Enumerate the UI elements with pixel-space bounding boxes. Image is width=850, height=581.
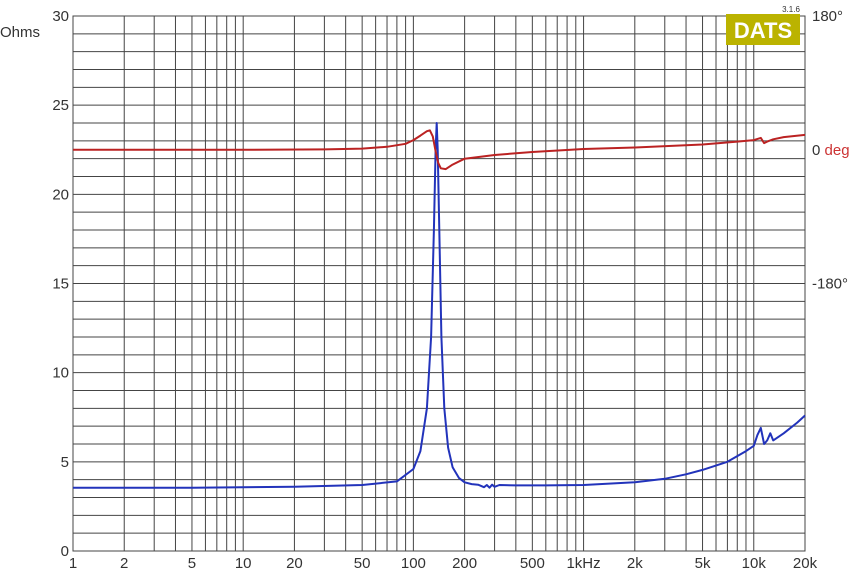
x-tick-label: 1kHz [566,555,600,572]
y-right-tick-label: 180° [812,8,843,25]
y-right-unit-label: deg [820,142,849,159]
y-right-tick-label: -180° [812,276,848,293]
x-tick-label: 100 [401,555,426,572]
y-left-tick-label: 5 [61,454,69,471]
phase-line [73,129,806,171]
x-tick-label: 5k [695,555,711,572]
x-tick-label: 10 [235,555,252,572]
grid [72,15,806,552]
x-tick-label: 200 [452,555,477,572]
logo-background [726,14,800,45]
y-left-tick-label: 20 [52,186,69,203]
x-tick-label: 2k [627,555,643,572]
tick-labels: 1 2 5 10 20 50 100 200 500 1kHz 2k 5k 10k 20k05101520… [52,8,849,572]
y-left-tick-label: 25 [52,97,69,114]
x-tick-label: 500 [520,555,545,572]
y-axis-label: Ohms [0,24,40,41]
y-left-tick-label: 15 [52,276,69,293]
dats-logo: DATS 3.1.6 [726,5,800,45]
y-left-tick-label: 0 [61,543,69,560]
data-series [73,122,806,489]
x-tick-label: 50 [354,555,371,572]
y-right-tick-label: 0 deg [812,142,850,159]
y-axis-label-group: Ohms [0,24,40,41]
impedance-line [73,122,806,489]
logo-text: DATS [734,18,792,43]
x-tick-label: 5 [188,555,196,572]
x-tick-label: 20k [793,555,818,572]
x-tick-label: 2 [120,555,128,572]
y-left-tick-label: 10 [52,365,69,382]
logo-version: 3.1.6 [782,5,800,14]
x-tick-label: 1 [69,555,77,572]
y-left-tick-label: 30 [52,8,69,25]
x-tick-label: 10k [742,555,767,572]
x-tick-label: 20 [286,555,303,572]
